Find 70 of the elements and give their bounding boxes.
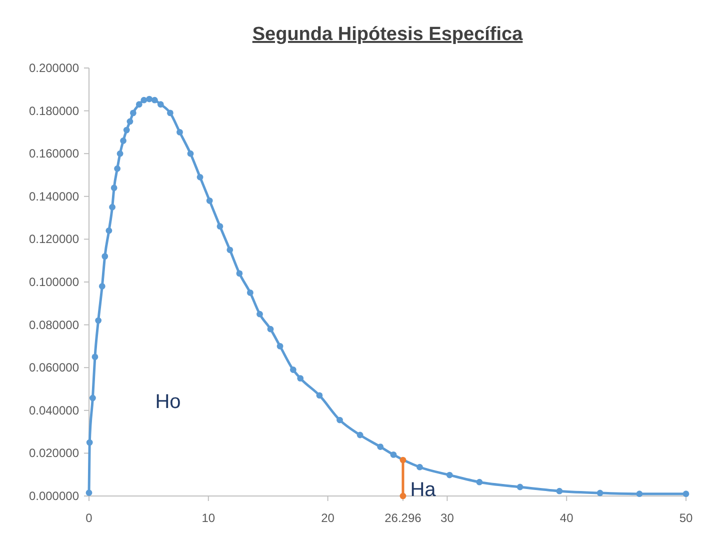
point xyxy=(636,490,643,498)
point xyxy=(256,310,263,318)
point xyxy=(297,375,304,382)
x-tick-label: 50 xyxy=(679,511,693,525)
point xyxy=(95,317,102,324)
point xyxy=(516,484,524,490)
point xyxy=(116,150,124,157)
point xyxy=(106,227,112,234)
point xyxy=(120,138,126,144)
point xyxy=(136,101,142,108)
point xyxy=(682,490,690,498)
y-tick-label: 0.000000 xyxy=(28,489,80,503)
point xyxy=(206,197,213,204)
point xyxy=(176,129,183,136)
point xyxy=(98,283,106,290)
y-tick-label: 0.140000 xyxy=(28,189,80,204)
point xyxy=(216,223,224,230)
annotation: Ha xyxy=(410,479,437,501)
point xyxy=(316,392,323,399)
point xyxy=(390,452,397,458)
x-tick-label: 26.296 xyxy=(384,511,422,525)
point xyxy=(109,204,116,210)
y-tick-label: 0.100000 xyxy=(28,275,80,289)
point xyxy=(166,110,174,116)
point xyxy=(416,464,423,470)
point xyxy=(596,490,604,496)
point xyxy=(90,394,96,402)
x-tick-label: 40 xyxy=(560,511,574,525)
point xyxy=(123,126,130,134)
y-tick-label: 0.180000 xyxy=(28,104,80,118)
point xyxy=(276,343,284,350)
point xyxy=(151,96,158,104)
point xyxy=(114,165,120,172)
point xyxy=(86,439,93,446)
point xyxy=(400,492,406,500)
point xyxy=(157,101,164,108)
point xyxy=(556,488,563,494)
y-tick-label: 0.060000 xyxy=(28,360,80,375)
point xyxy=(290,366,296,373)
y-tick-label: 0.080000 xyxy=(28,318,80,332)
x-tick-label: 30 xyxy=(440,511,454,525)
point xyxy=(140,96,148,104)
y-tick-label: 0.040000 xyxy=(28,403,80,418)
y-tick-label: 0.020000 xyxy=(28,446,80,460)
x-tick-label: 20 xyxy=(321,511,335,525)
x-tick-label: 10 xyxy=(202,511,216,525)
point xyxy=(377,444,384,450)
point xyxy=(267,326,274,332)
point xyxy=(336,416,343,424)
point xyxy=(236,270,243,277)
point xyxy=(476,478,483,486)
point xyxy=(356,432,364,438)
point xyxy=(102,253,108,260)
point xyxy=(92,354,98,360)
y-tick-label: 0.160000 xyxy=(28,146,80,161)
annotation: Ho xyxy=(155,391,181,413)
point xyxy=(110,184,118,192)
point xyxy=(126,118,134,125)
point xyxy=(130,110,136,116)
point xyxy=(146,96,152,102)
y-tick-label: 0.200000 xyxy=(28,61,80,75)
point xyxy=(226,246,234,254)
point xyxy=(246,290,254,296)
point xyxy=(187,150,194,157)
y-tick-label: 0.120000 xyxy=(28,232,80,246)
point xyxy=(196,174,204,180)
x-tick-label: 0 xyxy=(86,511,93,525)
point xyxy=(400,456,406,464)
point xyxy=(446,472,453,478)
chart-title: Segunda Hipótesis Específica xyxy=(252,24,524,45)
